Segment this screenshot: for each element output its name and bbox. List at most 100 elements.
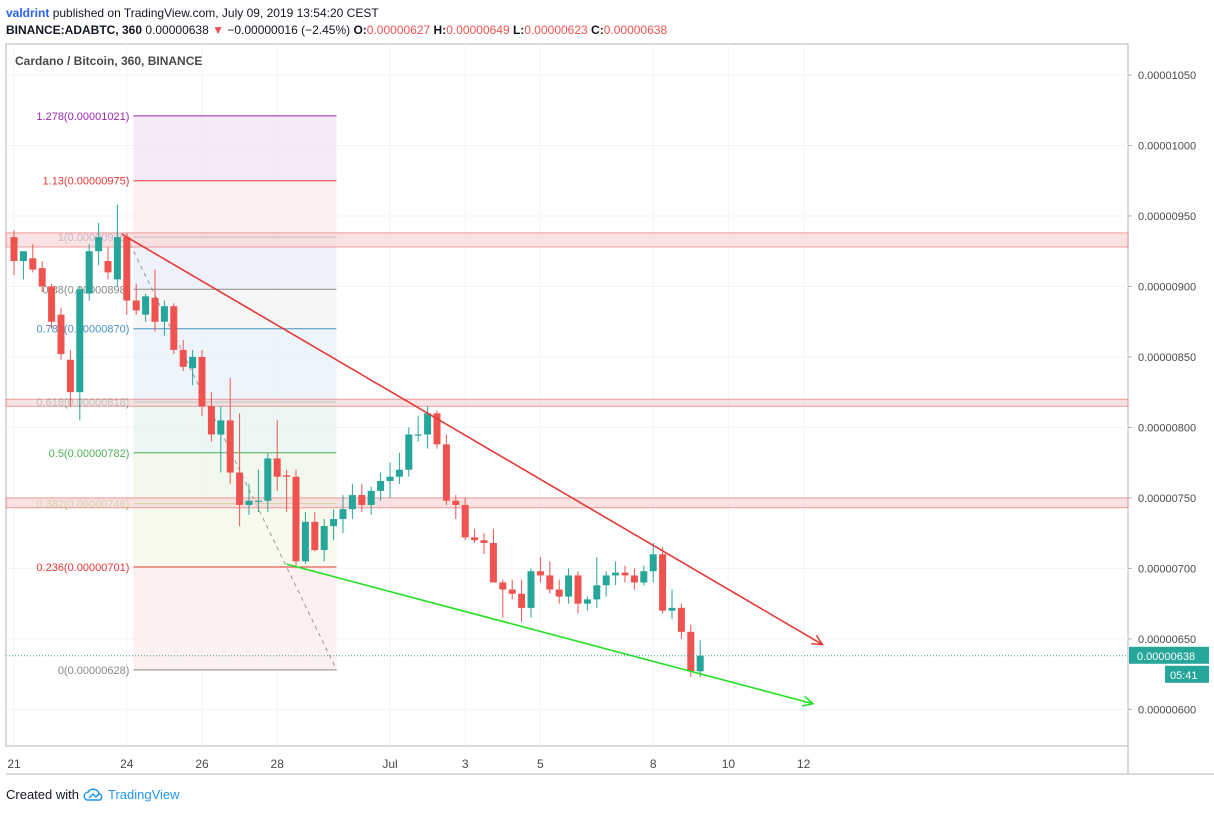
candle bbox=[546, 561, 554, 594]
candle-body bbox=[471, 537, 479, 541]
candle bbox=[461, 497, 469, 541]
candle bbox=[395, 452, 403, 484]
candle-body bbox=[217, 420, 225, 435]
candle bbox=[198, 349, 206, 417]
candle bbox=[76, 286, 84, 421]
fib-band bbox=[133, 180, 337, 238]
candle bbox=[142, 293, 150, 322]
candle bbox=[226, 378, 234, 484]
candle-body bbox=[424, 413, 432, 435]
candle bbox=[583, 596, 591, 611]
candle-body bbox=[640, 571, 648, 583]
candle-body bbox=[245, 500, 253, 505]
symbol-info-row: BINANCE:ADABTC, 360 0.00000638 ▼ −0.0000… bbox=[6, 22, 667, 39]
candle-body bbox=[518, 593, 526, 608]
price-tick-label: 0.00000750 bbox=[1138, 493, 1196, 505]
candle bbox=[508, 579, 516, 600]
down-triangle-icon: ▼ bbox=[212, 23, 224, 37]
time-tick-label: 10 bbox=[722, 757, 736, 771]
fib-level-label: 0(0.00000628) bbox=[58, 665, 130, 677]
price-tick-label: 0.00000800 bbox=[1138, 422, 1196, 434]
candle bbox=[66, 349, 74, 407]
candle-body bbox=[405, 434, 413, 470]
candle-body bbox=[480, 540, 488, 544]
horizontal-zone bbox=[5, 398, 1129, 407]
high-label: H: bbox=[433, 23, 447, 37]
candle-body bbox=[442, 444, 450, 501]
candle bbox=[602, 571, 610, 597]
candle bbox=[85, 244, 93, 301]
candle-body bbox=[593, 585, 601, 600]
candle-body bbox=[395, 469, 403, 477]
candle bbox=[104, 246, 112, 280]
tradingview-cloud-icon bbox=[83, 787, 103, 801]
candle-body bbox=[273, 458, 281, 477]
candle bbox=[19, 251, 27, 280]
candle-body bbox=[132, 300, 140, 311]
created-with-text: Created with bbox=[6, 787, 79, 802]
candle-body bbox=[189, 356, 197, 369]
countdown-tag bbox=[1165, 665, 1209, 683]
candle-body bbox=[367, 490, 375, 505]
candle bbox=[696, 640, 704, 677]
time-tick-label: 3 bbox=[462, 757, 469, 771]
fib-level-label: 0.5(0.00000782) bbox=[49, 448, 130, 460]
high-value: 0.00000649 bbox=[446, 23, 510, 37]
candle-body bbox=[142, 296, 150, 315]
candle-body bbox=[160, 306, 168, 322]
close-value: 0.00000638 bbox=[603, 23, 668, 37]
chart-legend-title: Cardano / Bitcoin, 360, BINANCE bbox=[15, 54, 203, 68]
last-price: 0.00000638 bbox=[145, 23, 209, 37]
time-tick-label: 21 bbox=[7, 757, 21, 771]
price-tick-label: 0.00000700 bbox=[1138, 563, 1196, 575]
candle-body bbox=[621, 572, 629, 576]
price-tick-label: 0.00000950 bbox=[1138, 211, 1196, 223]
candle-body bbox=[687, 631, 695, 672]
fib-level-label: 1.278(0.00001021) bbox=[36, 111, 129, 123]
candle bbox=[48, 283, 56, 329]
candle-body bbox=[339, 509, 347, 520]
candle bbox=[377, 472, 385, 501]
candle bbox=[339, 495, 347, 534]
candle-body bbox=[207, 406, 215, 435]
time-tick-label: 24 bbox=[120, 757, 134, 771]
candle bbox=[386, 462, 394, 498]
resistance-trendline bbox=[121, 233, 822, 644]
candle-body bbox=[499, 582, 507, 590]
fib-band bbox=[133, 566, 337, 670]
price-tick-label: 0.00001050 bbox=[1138, 70, 1196, 82]
close-label: C: bbox=[591, 23, 604, 37]
fib-level-label: 1.13(0.00000975) bbox=[43, 176, 130, 188]
candle bbox=[659, 547, 667, 614]
countdown-label: 05:41 bbox=[1170, 670, 1198, 682]
price-change: −0.00000016 (−2.45%) bbox=[227, 23, 351, 37]
fib-level-label: 0.236(0.00000701) bbox=[36, 562, 129, 574]
candle bbox=[649, 543, 657, 583]
last-price-tag bbox=[1129, 646, 1209, 664]
candle-body bbox=[630, 575, 638, 583]
candle-body bbox=[583, 599, 591, 604]
candle-body bbox=[612, 572, 620, 576]
candle bbox=[565, 568, 573, 604]
candle-body bbox=[330, 519, 338, 527]
candle bbox=[358, 483, 366, 512]
candle-body bbox=[668, 607, 676, 611]
candle-body bbox=[226, 420, 234, 473]
low-label: L: bbox=[512, 23, 525, 37]
tradingview-brand[interactable]: TradingView bbox=[107, 787, 180, 802]
publish-info-row: valdrint published on TradingView.com, J… bbox=[6, 5, 667, 22]
time-tick-label: 12 bbox=[797, 757, 811, 771]
candle bbox=[236, 413, 244, 527]
candle bbox=[480, 533, 488, 555]
fib-band bbox=[133, 328, 337, 403]
publisher-name[interactable]: valdrint bbox=[6, 6, 50, 20]
candle-body bbox=[348, 495, 356, 510]
candle bbox=[405, 427, 413, 477]
candle-body bbox=[649, 554, 657, 572]
candle-body bbox=[29, 258, 37, 270]
candle-body bbox=[555, 589, 563, 597]
candle bbox=[113, 204, 121, 287]
candle bbox=[518, 579, 526, 622]
candle bbox=[555, 579, 563, 604]
